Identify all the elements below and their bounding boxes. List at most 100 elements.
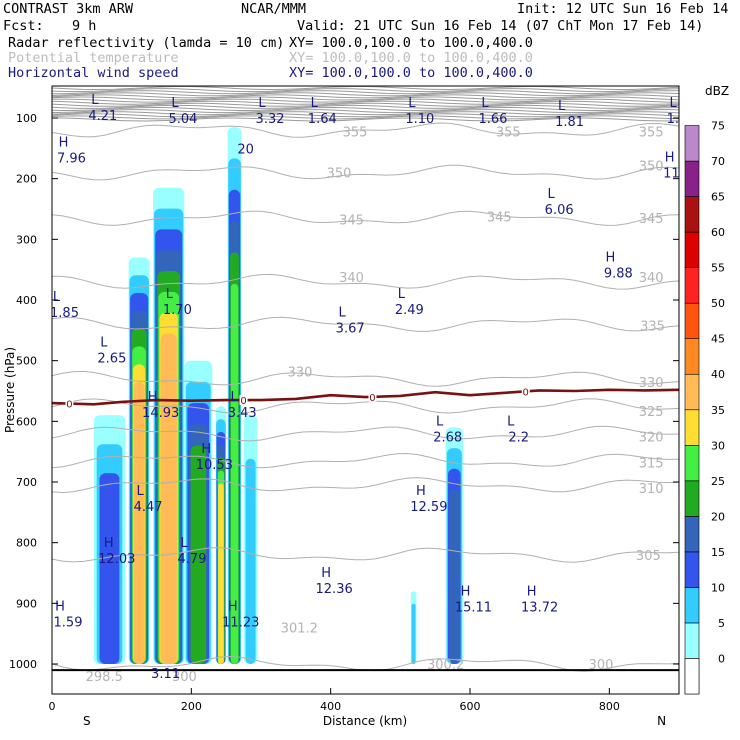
wind-extremum-value: 9.88	[604, 267, 633, 282]
theta-label: 355	[496, 125, 521, 140]
colorbar-swatch-70	[684, 160, 700, 197]
wind-extremum-type: L	[436, 414, 444, 429]
colorbar-swatch-60	[684, 231, 700, 268]
wind-extremum-value: 2.2	[508, 430, 529, 445]
theta-label: 335	[640, 319, 665, 334]
wind-extremum-type: L	[136, 484, 144, 499]
wind-extremum-value: 1.59	[54, 616, 83, 631]
theta-label: 345	[487, 210, 512, 225]
wind-extremum-type: H	[461, 584, 471, 599]
theta-label: 315	[639, 457, 664, 472]
theta-contour-330	[52, 370, 679, 387]
x-tick-label: 200	[181, 700, 202, 713]
wind-extremum-type: L	[171, 96, 179, 111]
theta-label: 350	[639, 159, 664, 174]
wind-extremum-value: 3.43	[228, 406, 257, 421]
colorbar-level-label: 70	[711, 155, 725, 168]
y-axis-title: Pressure (hPa)	[3, 347, 17, 433]
colorbar-swatch-25	[684, 480, 700, 517]
theta-label: 330	[639, 376, 664, 391]
reflectivity-cell-2-band-40	[160, 333, 177, 664]
wind-extremum-type: L	[481, 96, 489, 111]
colorbar-level-label: 35	[711, 404, 725, 417]
reflectivity-cell-8-band-20	[449, 489, 460, 664]
wind-extremum-type: L	[53, 290, 61, 305]
wind-extremum-value: 3.32	[256, 112, 285, 127]
wind-extremum-value: 4.79	[178, 552, 207, 567]
wind-extremum-value: 11.9	[663, 167, 692, 182]
wind-extremum-value: 4.47	[134, 500, 163, 515]
theta-label: 310	[639, 482, 664, 497]
colorbar-level-label: 75	[711, 120, 725, 133]
y-tick-label: 700	[16, 476, 37, 489]
y-tick-label: 600	[16, 415, 37, 428]
wind-extremum-type: L	[311, 96, 319, 111]
upper-theta-contour	[52, 90, 679, 95]
init-time: Init: 12 UTC Sun 16 Feb 14	[517, 1, 729, 17]
wind-extremum-type: L	[408, 96, 416, 111]
x-tick-label: 800	[599, 700, 620, 713]
wind-extremum-type: H	[104, 536, 114, 551]
wind-extremum-value: 1.66	[478, 112, 507, 127]
colorbar-level-label: 0	[718, 652, 725, 665]
reflectivity-cell-7-band-10	[411, 603, 416, 664]
wind-extremum-type: H	[665, 151, 675, 166]
colorbar-level-label: 20	[711, 510, 725, 523]
wind-extremum-value: 12.03	[98, 552, 135, 567]
theta-label: 355	[639, 125, 664, 140]
wind-extremum-value: 1.70	[163, 303, 192, 318]
wind-extremum-value: 3.67	[336, 321, 365, 336]
freezing-label-bg	[521, 386, 530, 397]
x-axis-title: Distance (km)	[323, 714, 407, 728]
theta-label: 320	[639, 431, 664, 446]
upper-theta-contour	[52, 102, 679, 107]
wind-extremum-value: 2.65	[97, 352, 126, 367]
field-xy-wind: XY= 100.0,100.0 to 100.0,400.0	[289, 65, 533, 81]
theta-contour-315	[52, 452, 679, 469]
theta-label: 345	[639, 212, 664, 227]
fcst-value: 9 h	[72, 18, 97, 34]
wind-extremum-type: H	[321, 566, 331, 581]
x-tick-label: 400	[320, 700, 341, 713]
theta-contour-340	[52, 273, 679, 290]
colorbar-level-label: 10	[711, 581, 725, 594]
colorbar-swatch-45	[684, 338, 700, 375]
wind-extremum-type: L	[91, 93, 99, 108]
theta-label: 325	[639, 405, 664, 420]
colorbar-swatch-20	[684, 516, 700, 553]
wind-extremum-value: 10.53	[196, 458, 233, 473]
wind-extremum-value: 5.04	[168, 112, 197, 127]
freezing-level-label: 0	[523, 387, 529, 398]
wind-extremum-value: 15.11	[455, 600, 492, 615]
wind-extremum-type: H	[201, 442, 211, 457]
wind-extremum-type: L	[669, 96, 677, 111]
wind-extremum-value: 20	[237, 142, 254, 157]
theta-contour-305	[52, 547, 679, 563]
upper-theta-contour	[52, 88, 679, 93]
colorbar-level-label: 60	[711, 226, 725, 239]
theta-contour-350	[52, 164, 679, 181]
colorbar-swatch-30	[684, 444, 700, 482]
colorbar-swatch-55	[684, 267, 700, 304]
field-xy-theta: XY= 100.0,100.0 to 100.0,400.0	[289, 50, 533, 66]
wind-extremum-type: L	[180, 536, 188, 551]
theta-contour-355	[52, 122, 679, 138]
theta-label: 305	[636, 549, 661, 564]
colorbar-swatch-10	[684, 587, 700, 624]
wind-extremum-value: 12.36	[316, 582, 353, 597]
upper-theta-contour	[52, 94, 679, 99]
wind-extremum-type: L	[339, 305, 347, 320]
wind-extremum-value: 1.81	[555, 115, 584, 130]
wind-extremum-value: 11.23	[222, 616, 259, 631]
reflectivity-cell-0-band-15	[99, 473, 120, 664]
upper-theta-contour	[52, 111, 679, 116]
wind-extremum-value: 1.10	[405, 112, 434, 127]
org-label: NCAR/MMM	[241, 1, 307, 17]
valid-time: Valid: 21 UTC Sun 16 Feb 14 (07 ChT Mon …	[297, 18, 704, 34]
y-tick-label: 400	[16, 294, 37, 307]
freezing-level-label: 0	[66, 400, 72, 411]
freezing-label-bg	[65, 398, 74, 409]
wind-extremum-value: 13.72	[521, 600, 558, 615]
upper-theta-contour	[52, 98, 679, 103]
theta-label: 300.2	[427, 658, 464, 673]
